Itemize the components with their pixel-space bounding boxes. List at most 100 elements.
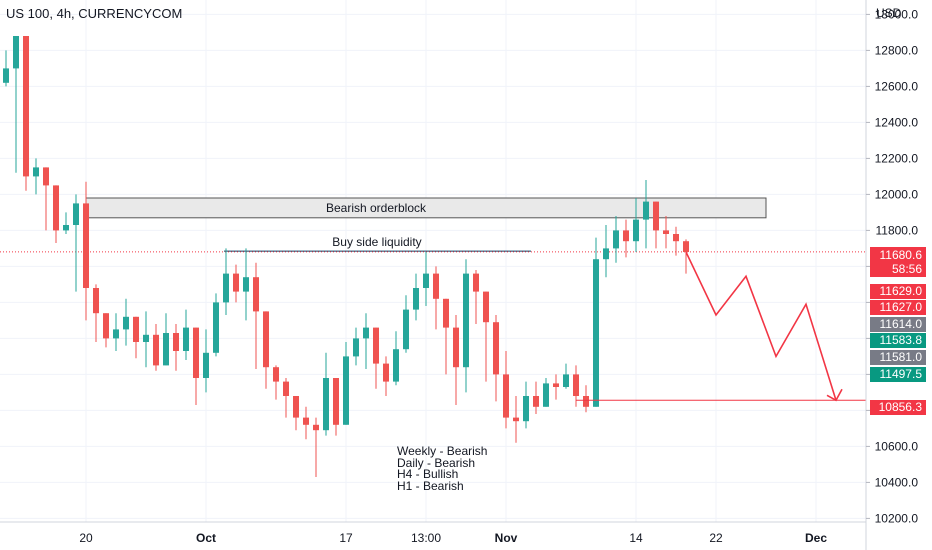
candle (73, 194, 79, 292)
candle-body (413, 288, 419, 310)
candle (43, 167, 49, 231)
candle (223, 248, 229, 315)
candle (303, 406, 309, 440)
time-axis[interactable]: 20 Oct 17 13:00 Nov 14 22 Dec (79, 531, 827, 545)
candle (473, 270, 479, 324)
candle-body (263, 311, 269, 368)
candle-body (103, 313, 109, 339)
candle-body (133, 316, 139, 342)
candle (233, 264, 239, 303)
candle (583, 385, 589, 413)
candle (173, 324, 179, 371)
candle (153, 324, 159, 371)
candle (313, 417, 319, 477)
candle-body (313, 424, 319, 431)
candle-body (233, 273, 239, 292)
candle-body (243, 277, 249, 292)
candle (63, 212, 69, 234)
candle-body (433, 273, 439, 299)
candle (433, 266, 439, 330)
candle-body (683, 241, 689, 252)
grid (0, 0, 866, 522)
candle-body (113, 329, 119, 339)
candle (493, 315, 499, 402)
price-tag: 11627.0 (870, 300, 926, 315)
candle-body (463, 273, 469, 368)
candle-body (63, 225, 69, 231)
price-tick-label: 10400.0 (875, 475, 919, 489)
candle-body (213, 302, 219, 353)
candle (23, 36, 29, 191)
candle-body (193, 327, 199, 378)
candle-body (443, 298, 449, 328)
candle-body (43, 167, 49, 186)
candle-body (253, 277, 259, 312)
candle (513, 396, 519, 443)
candle (183, 309, 189, 360)
symbol-title[interactable]: US 100, 4h, CURRENCYCOM (6, 6, 183, 21)
candle-countdown: 58:56 (891, 262, 922, 276)
candle-body (183, 327, 189, 351)
candle-body (563, 374, 569, 387)
time-tick-label: 20 (79, 531, 93, 545)
candle (333, 378, 339, 436)
price-tag-value: 11583.8 (879, 333, 923, 347)
candle-body (3, 68, 9, 83)
candle-body (93, 288, 99, 314)
time-tick-label: Oct (196, 531, 216, 545)
candle-body (23, 36, 29, 177)
bias-notes: Weekly - Bearish Daily - Bearish H4 - Bu… (397, 444, 488, 492)
time-tick-label: 17 (339, 531, 353, 545)
candle-body (603, 248, 609, 260)
candle (553, 374, 559, 400)
candle (323, 352, 329, 436)
time-tick-label: 14 (629, 531, 643, 545)
candle-body (613, 230, 619, 249)
candle (643, 180, 649, 249)
candle-body (483, 291, 489, 323)
price-tag: 11629.0 (870, 284, 926, 299)
candle (523, 381, 529, 429)
candle (83, 181, 89, 321)
candle-body (343, 356, 349, 425)
candle-body (623, 230, 629, 242)
candle-body (403, 309, 409, 350)
projection-arrowhead (826, 388, 843, 402)
candle (243, 248, 249, 321)
candle-body (173, 333, 179, 351)
candle (93, 284, 99, 342)
candle-body (163, 333, 169, 366)
candle-body (673, 234, 679, 242)
candle-body (633, 219, 639, 242)
candle (393, 331, 399, 386)
candle-body (143, 334, 149, 342)
candle (53, 185, 59, 243)
candle-body (73, 203, 79, 225)
projection-path[interactable] (685, 251, 837, 401)
candle (283, 378, 289, 418)
candle (563, 363, 569, 389)
candle (443, 298, 449, 375)
price-tick-label: 13000.0 (875, 7, 919, 21)
candle (543, 378, 549, 407)
candle (413, 273, 419, 321)
currency-label[interactable]: USD (876, 6, 902, 20)
time-tick-label: 13:00 (411, 531, 441, 545)
candle (363, 313, 369, 369)
candle (453, 315, 459, 405)
price-tag-value: 11497.5 (879, 367, 923, 381)
candle (293, 396, 299, 431)
candle (613, 216, 619, 263)
candle-body (33, 167, 39, 177)
buy-side-liquidity-label: Buy side liquidity (332, 235, 421, 249)
candle (373, 327, 379, 389)
candle (533, 381, 539, 414)
price-tick-label: 12000.0 (875, 187, 919, 201)
candle-body (153, 334, 159, 366)
candle (623, 219, 629, 258)
candle (273, 365, 279, 400)
candle (203, 329, 209, 393)
note-weekly: Weekly - Bearish (397, 444, 488, 458)
time-tick-label: 22 (709, 531, 723, 545)
